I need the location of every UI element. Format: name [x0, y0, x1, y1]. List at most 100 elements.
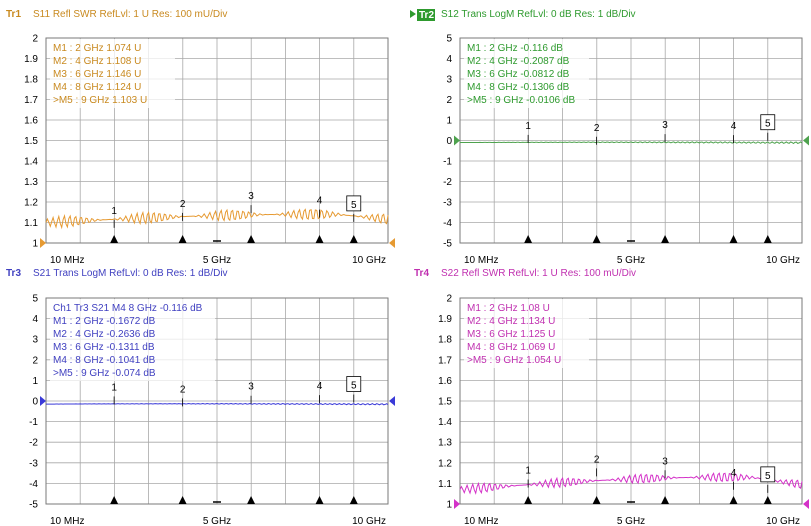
- y-tick-label: 1.6: [24, 116, 38, 127]
- trace-title-text-tr3: S21 Trans LogM RefLvl: 0 dB Res: 1 dB/Di…: [33, 268, 228, 279]
- plot-frame: [45, 37, 389, 244]
- y-tick-label: -3: [29, 458, 38, 469]
- trace-line: [45, 208, 389, 230]
- marker-triangle-icon: [110, 235, 119, 243]
- y-tick-label: 2: [32, 34, 38, 45]
- y-tick-label: 1.1: [24, 218, 38, 229]
- marker-triangle-icon: [247, 496, 256, 504]
- marker-label: 5: [351, 200, 357, 211]
- x-tick-label: 10 GHz: [352, 516, 386, 526]
- marker-label: 3: [248, 382, 254, 393]
- marker-label: 3: [248, 191, 254, 202]
- marker-readout-line: M2 : 4 GHz 1.108 U: [53, 56, 141, 67]
- panel-tr1: Tr1 S11 Refl SWR RefLvl: 1 U Res: 100 mU…: [6, 9, 395, 266]
- plot-area-tr1[interactable]: 1 1.1 1.2 1.3 1.4 1.5 1.6 1.7 1.8 1.9 2 10 MHz 5 GHz…: [24, 34, 395, 267]
- x-tick-label: 10 GHz: [766, 255, 800, 266]
- trace-line: [459, 141, 803, 145]
- marker-label: 5: [765, 471, 771, 482]
- trace-id-tr4: Tr4: [414, 268, 429, 279]
- marker-readout-line: >M5 : 9 GHz -0.074 dB: [53, 368, 156, 379]
- ref-level-right-icon: [389, 396, 395, 406]
- ref-level-right-icon: [803, 499, 809, 509]
- marker-readout-line: M4 : 8 GHz 1.124 U: [53, 82, 141, 93]
- trace-title-tr2[interactable]: Tr2 S12 Trans LogM RefLvl: 0 dB Res: 1 d…: [410, 9, 636, 21]
- trace-title-text-tr2: S12 Trans LogM RefLvl: 0 dB Res: 1 dB/Di…: [441, 9, 636, 20]
- y-tick-label: 1.9: [438, 314, 452, 325]
- x-tick-label: 5 GHz: [617, 255, 645, 266]
- y-tick-label: -3: [443, 198, 452, 209]
- marker-triangle-icon: [315, 235, 324, 243]
- y-tick-label: 2: [446, 294, 452, 305]
- marker-label: 2: [594, 454, 600, 465]
- y-tick-label: 1.4: [438, 417, 452, 428]
- marker-readout-line: M4 : 8 GHz -0.1306 dB: [467, 82, 570, 93]
- trace-title-tr1[interactable]: Tr1 S11 Refl SWR RefLvl: 1 U Res: 100 mU…: [6, 9, 227, 20]
- y-tick-label: 1.5: [438, 397, 452, 408]
- trace-title-text-tr1: S11 Refl SWR RefLvl: 1 U Res: 100 mU/Div: [33, 9, 227, 20]
- marker-triangle-icon: [178, 235, 187, 243]
- plot-area-tr4[interactable]: 1 1.1 1.2 1.3 1.4 1.5 1.6 1.7 1.8 1.9 2 10 MHz 5 GHz…: [438, 294, 809, 526]
- marker-readout-line: M3 : 6 GHz -0.0812 dB: [467, 69, 570, 80]
- x-tick-label: 10 MHz: [464, 255, 498, 266]
- marker-triangle-icon: [661, 496, 670, 504]
- y-tick-label: 1.4: [24, 157, 38, 168]
- marker-triangle-icon: [763, 235, 772, 243]
- marker-readout-line: M1 : 2 GHz 1.08 U: [467, 303, 550, 314]
- y-tick-label: 1: [446, 500, 452, 511]
- y-tick-label: 1.2: [438, 458, 452, 469]
- marker-label: 2: [180, 384, 186, 395]
- trace-line: [459, 472, 803, 495]
- marker-readout-line: M1 : 2 GHz -0.1672 dB: [53, 316, 156, 327]
- trace-title-tr4[interactable]: Tr4 S22 Refl SWR RefLvl: 1 U Res: 100 mU…: [414, 268, 636, 279]
- marker-triangle-icon: [661, 235, 670, 243]
- plot-area-tr2[interactable]: -5 -4 -3 -2 -1 0 1 2 3 4 5 10 MHz 5 GHz 10 GHz 1 2 3 4 5 M1…: [443, 34, 809, 267]
- marker-label: 4: [317, 196, 323, 207]
- trace-id-tr1: Tr1: [6, 9, 21, 20]
- y-tick-label: 1.5: [24, 136, 38, 147]
- y-tick-label: -5: [29, 500, 38, 511]
- marker-box: [760, 466, 776, 483]
- y-tick-label: -5: [443, 239, 452, 250]
- y-tick-label: 3: [32, 335, 38, 346]
- marker-readout-line: M4 : 8 GHz -0.1041 dB: [53, 355, 156, 366]
- marker-label: 3: [662, 456, 668, 467]
- trace-title-tr3[interactable]: Tr3 S21 Trans LogM RefLvl: 0 dB Res: 1 d…: [6, 268, 228, 279]
- marker-triangle-icon: [315, 496, 324, 504]
- marker-readout-line: M1 : 2 GHz 1.074 U: [53, 43, 141, 54]
- marker-triangle-icon: [592, 235, 601, 243]
- marker-readout-box: [464, 299, 589, 368]
- marker-triangle-icon: [729, 235, 738, 243]
- marker-label: 3: [662, 120, 668, 131]
- marker-readout-box: [50, 39, 175, 108]
- y-tick-label: 2: [32, 355, 38, 366]
- marker-triangle-icon: [524, 496, 533, 504]
- y-tick-label: 1.8: [438, 335, 452, 346]
- y-tick-label: 4: [32, 314, 38, 325]
- marker-triangle-icon: [763, 496, 772, 504]
- marker-triangle-icon: [729, 496, 738, 504]
- x-tick-label: 10 MHz: [50, 255, 84, 266]
- y-tick-label: 1: [32, 376, 38, 387]
- marker-label: 4: [731, 468, 737, 479]
- y-tick-label: 1.1: [438, 479, 452, 490]
- marker-readout-line: M3 : 6 GHz 1.146 U: [53, 69, 141, 80]
- x-tick-label: 10 MHz: [50, 516, 84, 526]
- y-tick-label: 1: [32, 239, 38, 250]
- y-tick-label: 5: [446, 34, 452, 45]
- x-tick-label: 5 GHz: [203, 516, 231, 526]
- y-tick-label: 1.3: [438, 438, 452, 449]
- plot-frame: [459, 297, 803, 505]
- ref-level-left-icon: [454, 499, 460, 509]
- y-tick-label: 0: [446, 136, 452, 147]
- y-tick-label: 1.6: [438, 376, 452, 387]
- x-tick-label: 10 GHz: [352, 255, 386, 266]
- trace-id-tr3: Tr3: [6, 268, 21, 279]
- trace-badge-tr2: [417, 9, 435, 21]
- marker-readout-line: Ch1 Tr3 S21 M4 8 GHz -0.116 dB: [53, 303, 203, 314]
- marker-readout-line: M2 : 4 GHz -0.2636 dB: [53, 329, 156, 340]
- marker-label: 2: [594, 123, 600, 134]
- plot-area-tr3[interactable]: -5 -4 -3 -2 -1 0 1 2 3 4 5 10 MHz 5 GHz 10 GHz 1 2 3 4 5 Ch…: [29, 294, 395, 526]
- y-tick-label: 0: [32, 397, 38, 408]
- y-tick-label: -1: [443, 157, 452, 168]
- marker-box: [346, 195, 362, 212]
